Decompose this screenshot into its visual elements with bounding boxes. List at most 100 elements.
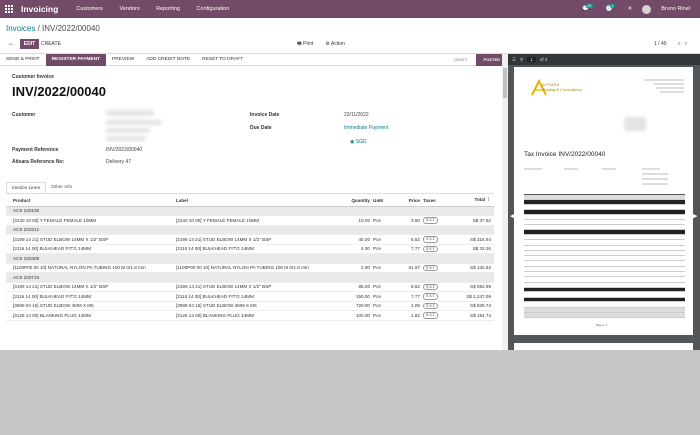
cell-taxes[interactable]: S S.T. — [423, 263, 448, 273]
customer-name-redacted[interactable] — [106, 110, 154, 116]
cell-taxes[interactable]: S S.T. — [423, 215, 448, 226]
cell-label[interactable]: [3116 14 00] BULKHEAD FIT'G 14MM — [176, 291, 346, 302]
cell-product[interactable]: [3140 10 00] Y FEMALE FEMALE 10MM — [6, 215, 176, 226]
cell-label[interactable]: [3199 14 21] STUD ELBOW 14MM X 1/2" BSP — [176, 282, 346, 292]
cell-label[interactable]: [3599 04 15] STUD ELBOW 4MM X M5 — [176, 301, 346, 311]
cell-label[interactable]: [3199 14 21] STUD ELBOW 14MM X 1/2" BSP — [176, 234, 346, 245]
cell-quantity[interactable]: 4.00 — [346, 244, 373, 254]
col-price[interactable]: Price — [398, 195, 423, 207]
form-scrollbar[interactable] — [502, 54, 508, 350]
next-record-icon[interactable]: › — [685, 41, 692, 47]
cell-uom[interactable]: Pce — [373, 244, 398, 254]
table-row[interactable]: [3599 04 15] STUD ELBOW 4MM X M5 [3599 04… — [6, 301, 494, 311]
pager-value[interactable]: 1 / 40 — [654, 41, 667, 47]
cell-price[interactable]: 7.77 — [398, 244, 423, 254]
pdf-prev-arrow-icon[interactable]: ◀ — [510, 213, 516, 220]
cell-taxes[interactable]: S S.T. — [423, 244, 448, 254]
cell-product[interactable]: [3199 14 21] STUD ELBOW 14MM X 1/2" BSP — [6, 282, 176, 292]
breadcrumb-invoices-link[interactable]: Invoices — [6, 24, 36, 33]
cell-label[interactable]: [3126 14 00] BLANKING PLUG 14MM — [176, 310, 346, 321]
col-total[interactable]: Total ⋮ — [448, 195, 494, 207]
cell-label[interactable]: [3116 14 00] BULKHEAD FIT'G 14MM — [176, 244, 346, 254]
search-icon[interactable]: ⚲ — [520, 56, 524, 62]
table-row[interactable]: [3140 10 00] Y FEMALE FEMALE 10MM [3140 1… — [6, 215, 494, 226]
send-print-button[interactable]: SEND & PRINT — [6, 56, 40, 62]
cell-product[interactable]: [3126 14 00] BLANKING PLUG 14MM — [6, 310, 176, 321]
cell-price[interactable]: 61.97 — [398, 263, 423, 273]
currency-field[interactable]: ◉ SGD — [350, 139, 367, 145]
col-taxes[interactable]: Taxes — [423, 195, 448, 207]
preview-button[interactable]: PREVIEW — [112, 56, 135, 62]
cell-quantity[interactable]: 150.00 — [346, 291, 373, 302]
table-row[interactable]: [3126 14 00] BLANKING PLUG 14MM [3126 14 … — [6, 310, 494, 321]
table-row[interactable]: [3116 14 00] BULKHEAD FIT'G 14MM [3116 14… — [6, 291, 494, 302]
expand-icon[interactable]: ↔ — [8, 41, 14, 47]
reset-to-draft-button[interactable]: RESET TO DRAFT — [202, 56, 244, 62]
cell-quantity[interactable]: 720.00 — [346, 301, 373, 311]
edit-button[interactable]: EDIT — [20, 39, 39, 49]
cell-price[interactable]: 1.09 — [398, 301, 423, 311]
pdf-page-input[interactable]: 1 — [527, 57, 536, 62]
cell-taxes[interactable]: S S.T. — [423, 310, 448, 321]
menu-reporting[interactable]: Reporting — [156, 6, 181, 12]
cell-product[interactable]: [3599 04 15] STUD ELBOW 4MM X M5 — [6, 301, 176, 311]
cell-price[interactable]: 6.52 — [398, 234, 423, 245]
section-row[interactable]: ACS 220409 — [6, 253, 494, 264]
table-row[interactable]: [3199 14 21] STUD ELBOW 14MM X 1/2" BSP[… — [6, 282, 494, 292]
cell-taxes[interactable]: S S.T. — [423, 301, 448, 311]
cell-price[interactable]: 1.82 — [398, 310, 423, 321]
previous-record-icon[interactable]: ‹ — [678, 41, 685, 47]
cell-price[interactable]: 3.60 — [398, 215, 423, 226]
cell-uom[interactable]: Pce — [373, 310, 398, 321]
column-options-icon[interactable]: ⋮ — [486, 197, 491, 203]
section-row[interactable]: ACS 220312 — [6, 225, 494, 235]
cell-quantity[interactable]: 10.00 — [346, 215, 373, 226]
cell-label[interactable]: [1100P00 00 10] NATURAL NYLON PA TUBING … — [176, 263, 346, 273]
user-name[interactable]: Bruno Rinel — [661, 6, 690, 12]
cell-taxes[interactable]: S S.T. — [423, 282, 448, 292]
section-row[interactable]: ACS 220719 — [6, 272, 494, 283]
table-row[interactable]: [3199 14 21] STUD ELBOW 14MM X 1/2" BSP[… — [6, 234, 494, 245]
table-row[interactable]: [3116 14 00] BULKHEAD FIT'G 14MM [3116 14… — [6, 244, 494, 254]
section-row[interactable]: ACS 220108 — [6, 206, 494, 216]
tab-invoice-lines[interactable]: Invoice Lines — [6, 182, 46, 193]
cell-price[interactable]: 6.52 — [398, 282, 423, 292]
cell-quantity[interactable]: 45.00 — [346, 234, 373, 245]
col-label[interactable]: Label — [176, 195, 346, 207]
print-button[interactable]: 🖶 Print — [297, 39, 313, 49]
sidebar-toggle-icon[interactable]: ☰ — [512, 56, 517, 62]
chat-icon[interactable]: 💬10 — [582, 4, 593, 12]
cell-quantity[interactable]: 100.00 — [346, 310, 373, 321]
cell-product[interactable]: [3116 14 00] BULKHEAD FIT'G 14MM — [6, 244, 176, 254]
cell-taxes[interactable]: S S.T. — [423, 291, 448, 302]
aitsara-reference-value[interactable]: Delivery 47 — [106, 159, 132, 165]
col-quantity[interactable]: Quantity — [346, 195, 373, 207]
cell-price[interactable]: 7.77 — [398, 291, 423, 302]
payment-reference-value[interactable]: INV/2022/00040 — [106, 147, 143, 153]
cell-uom[interactable]: Pce — [373, 301, 398, 311]
invoice-date-value[interactable]: 23/11/2022 — [344, 112, 369, 118]
cell-uom[interactable]: Pce — [373, 282, 398, 292]
cell-quantity[interactable]: 85.00 — [346, 282, 373, 292]
tab-other-info[interactable]: Other Info — [46, 182, 78, 193]
menu-customers[interactable]: Customers — [76, 6, 103, 12]
cell-uom[interactable]: Pce — [373, 234, 398, 245]
col-uom[interactable]: UoM — [373, 195, 398, 207]
apps-menu-icon[interactable] — [5, 5, 15, 13]
cell-product[interactable]: [1100P00 00 10] NATURAL NYLON PA TUBING … — [6, 263, 176, 273]
cell-uom[interactable]: Pce — [373, 215, 398, 226]
table-row[interactable]: [1100P00 00 10] NATURAL NYLON PA TUBING … — [6, 263, 494, 273]
app-name[interactable]: Invoicing — [21, 4, 59, 14]
menu-configuration[interactable]: Configuration — [196, 6, 230, 12]
cell-taxes[interactable]: S S.T. — [423, 234, 448, 245]
cell-product[interactable]: [3116 14 00] BULKHEAD FIT'G 14MM — [6, 291, 176, 302]
register-payment-button[interactable]: REGISTER PAYMENT — [45, 54, 107, 66]
close-icon[interactable]: ✕ — [627, 6, 633, 12]
menu-vendors[interactable]: Vendors — [119, 6, 140, 12]
pdf-next-arrow-icon[interactable]: ▶ — [692, 213, 698, 220]
cell-label[interactable]: [3140 10 00] Y FEMALE FEMALE 10MM — [176, 215, 346, 226]
cell-uom[interactable]: Pce — [373, 263, 398, 273]
cell-product[interactable]: [3199 14 21] STUD ELBOW 14MM X 1/2" BSP — [6, 234, 176, 245]
cell-uom[interactable]: Pce — [373, 291, 398, 302]
col-product[interactable]: Product — [6, 195, 176, 207]
